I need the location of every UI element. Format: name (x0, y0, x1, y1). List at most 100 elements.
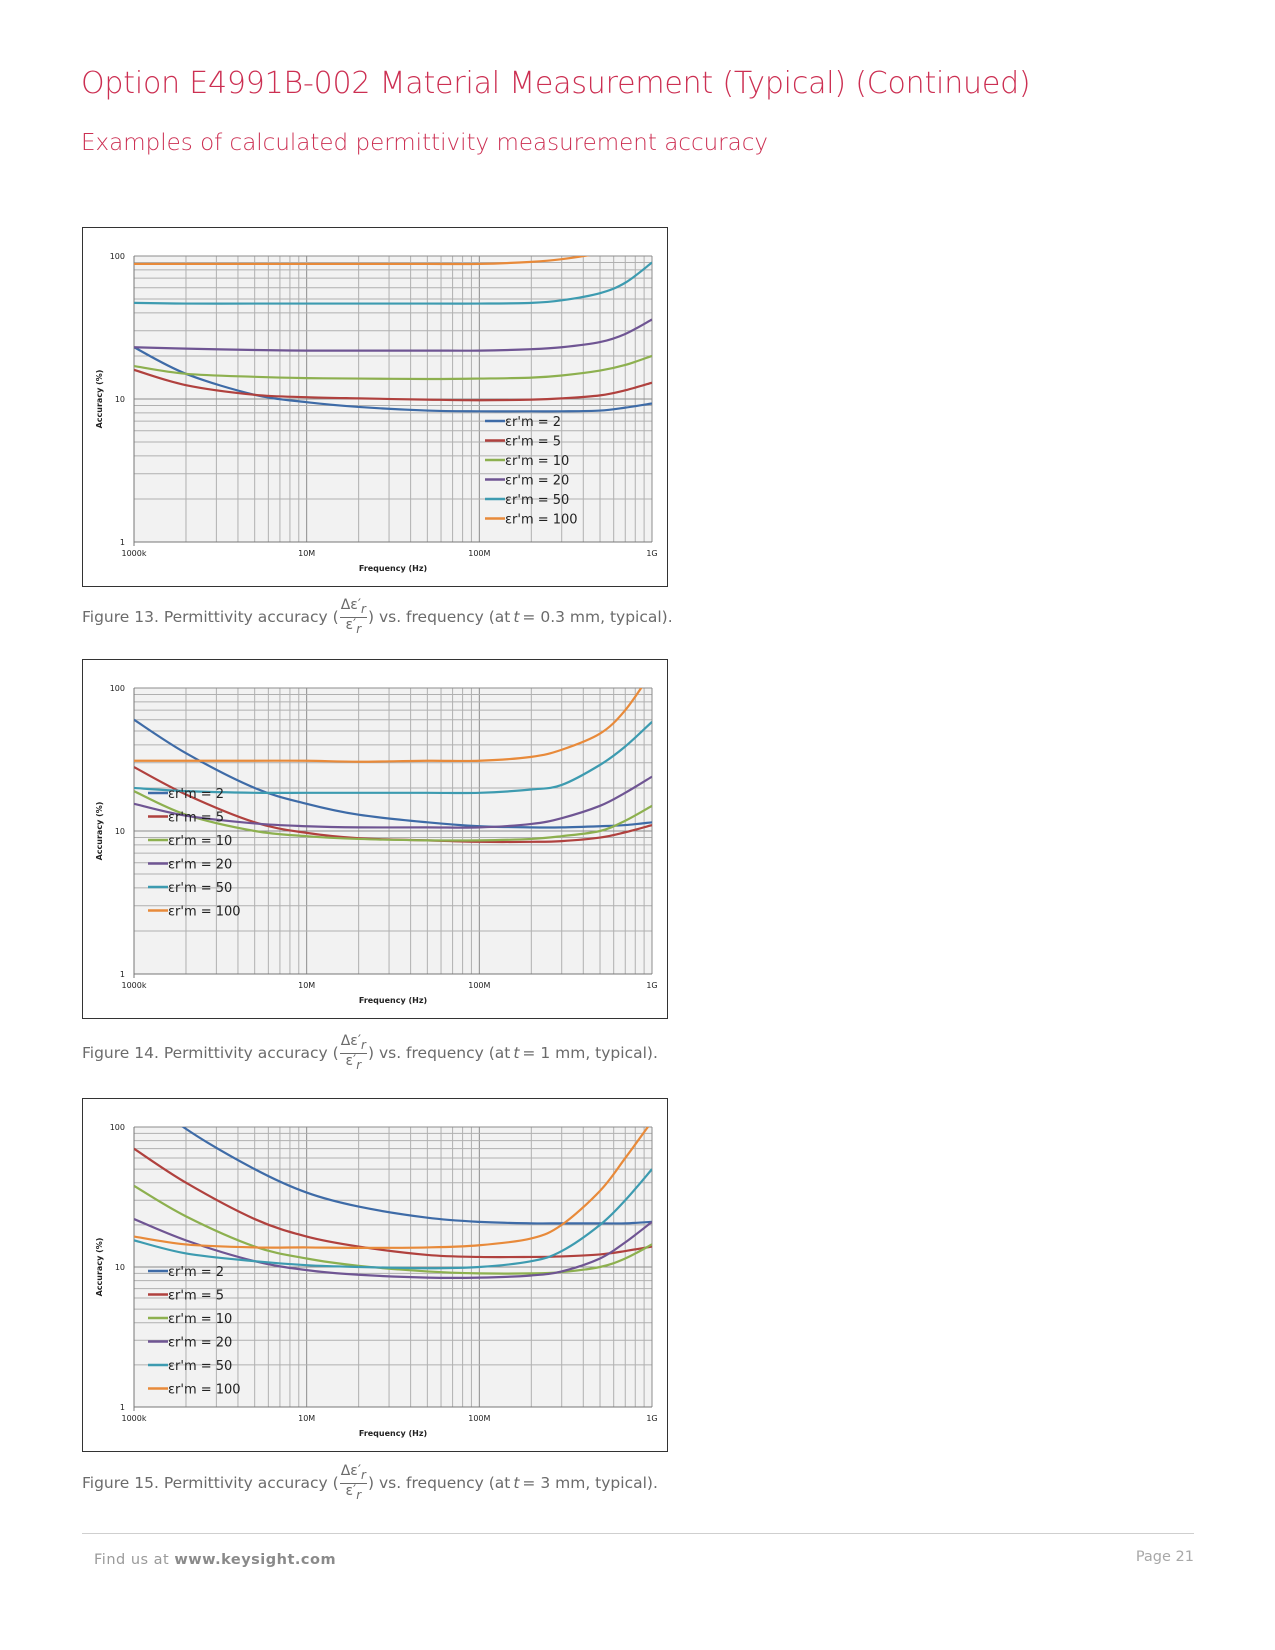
caption-var: t (513, 608, 520, 627)
series-line-100 (134, 256, 591, 266)
caption-fraction: Δε′r ε′r (339, 1033, 367, 1073)
caption-suffix: = 0.3 mm, typical). (522, 608, 673, 627)
caption-var: t (513, 1474, 520, 1493)
x-tick-label: 1G (646, 1414, 657, 1423)
legend-label: εr'm = 20 (168, 1336, 232, 1351)
y-tick-label: 1 (120, 1403, 125, 1412)
x-tick-label: 100M (468, 1414, 490, 1423)
fraction-numerator: Δε′ (340, 1463, 362, 1479)
caption-suffix: = 1 mm, typical). (522, 1044, 658, 1063)
series-line-50 (134, 1168, 652, 1270)
fraction-denominator: ε′ (345, 1052, 357, 1069)
fraction-denominator: ε′ (345, 616, 357, 633)
y-tick-label: 1 (120, 538, 125, 547)
x-tick-label: 100M (468, 981, 490, 990)
y-tick-label: 100 (110, 1123, 125, 1132)
x-tick-label: 100M (468, 549, 490, 558)
footer-divider (82, 1533, 1194, 1534)
caption-suffix: = 3 mm, typical). (522, 1474, 658, 1493)
x-tick-label: 10M (298, 1414, 315, 1423)
series-line-2 (134, 346, 652, 413)
x-axis-label: Frequency (Hz) (359, 564, 427, 573)
footer-find-us: Find us at www.keysight.com (94, 1552, 336, 1568)
caption-fraction: Δε′r ε′r (339, 598, 367, 637)
fraction-denominator: ε′ (345, 1482, 357, 1499)
legend-label: εr'm = 100 (168, 1383, 241, 1398)
fraction-sub: r (361, 601, 366, 616)
x-tick-label: 1G (646, 549, 657, 558)
chart-svg: 1000k 10M 100M 1G 100 10 1 Frequency (Hz) Accura… (95, 1123, 658, 1438)
y-axis-label: Accuracy (%) (95, 370, 104, 429)
series-line-20 (134, 318, 652, 352)
footer-website-link[interactable]: www.keysight.com (174, 1552, 337, 1568)
y-tick-label: 10 (115, 827, 125, 836)
y-tick-label: 10 (115, 395, 125, 404)
figure-14-caption: Figure 14. Permittivity accuracy ( Δε′r ε… (82, 1034, 658, 1073)
x-axis-label: Frequency (Hz) (359, 996, 427, 1005)
legend: εr'm = 2 εr'm = 5 εr'm = 10 εr'm = 20 εr'm =… (148, 787, 241, 920)
series-line-100 (134, 688, 643, 763)
caption-var: t (513, 1044, 520, 1063)
legend-label: εr'm = 2 (168, 1265, 224, 1280)
x-tick-label: 10M (298, 549, 315, 558)
y-axis-label: Accuracy (%) (95, 802, 104, 861)
legend-label: εr'm = 50 (168, 1359, 232, 1374)
chart-svg: 1000k 10M 100M 1G 100 10 1 Frequency (Hz) Accura… (95, 252, 658, 573)
footer-find-prefix: Find us at (94, 1552, 170, 1568)
series-group (134, 1127, 652, 1280)
caption-prefix: Figure 14. Permittivity accuracy ( (82, 1044, 339, 1063)
legend-label: εr'm = 5 (168, 1289, 224, 1304)
figure-15-caption: Figure 15. Permittivity accuracy ( Δε′r ε… (82, 1464, 658, 1503)
grid (133, 687, 653, 975)
legend-label: εr'm = 5 (505, 435, 561, 450)
legend-label: εr'm = 10 (505, 454, 569, 469)
x-tick-label: 10M (298, 981, 315, 990)
legend: εr'm = 2 εr'm = 5 εr'm = 10 εr'm = 20 εr'm =… (485, 415, 578, 528)
series-line-100 (134, 1127, 650, 1249)
fraction-sub: r (356, 1057, 362, 1072)
series-group (134, 256, 652, 413)
fraction-numerator: Δε′ (340, 1033, 362, 1049)
series-group (134, 688, 652, 844)
x-axis-label: Frequency (Hz) (359, 1429, 427, 1438)
fraction-sub: r (361, 1467, 366, 1482)
x-tick-label: 1000k (122, 549, 147, 558)
legend-label: εr'm = 20 (168, 858, 232, 873)
series-line-50 (134, 261, 652, 305)
legend-label: εr'm = 2 (168, 787, 224, 802)
fraction-sub: r (356, 621, 362, 636)
legend-label: εr'm = 20 (505, 474, 569, 489)
series-line-20 (134, 1218, 652, 1280)
legend-label: εr'm = 100 (505, 513, 578, 528)
series-line-2 (134, 718, 652, 829)
caption-prefix: Figure 13. Permittivity accuracy ( (82, 608, 339, 627)
caption-middle: ) vs. frequency (at (367, 608, 511, 627)
page-subtitle: Examples of calculated permittivity meas… (81, 130, 768, 156)
figure-15-chart: 1000k 10M 100M 1G 100 10 1 Frequency (Hz) Accura… (82, 1098, 668, 1452)
page-number: Page 21 (1135, 1549, 1194, 1565)
legend-label: εr'm = 10 (168, 834, 232, 849)
series-line-50 (134, 721, 652, 795)
series-line-5 (134, 368, 652, 402)
caption-middle: ) vs. frequency (at (367, 1474, 511, 1493)
fraction-sub: r (356, 1487, 362, 1502)
chart-svg: 1000k 10M 100M 1G 100 10 1 Frequency (Hz) Accura… (95, 684, 658, 1005)
legend-label: εr'm = 5 (168, 811, 224, 826)
series-line-10 (134, 354, 652, 381)
legend: εr'm = 2 εr'm = 5 εr'm = 10 εr'm = 20 εr'm =… (148, 1265, 241, 1398)
x-tick-label: 1G (646, 981, 657, 990)
caption-fraction: Δε′r ε′r (339, 1463, 367, 1503)
figure-13-caption: Figure 13. Permittivity accuracy ( Δε′r ε… (82, 598, 673, 637)
series-line-20 (134, 775, 652, 829)
fraction-sub: r (361, 1037, 366, 1052)
caption-middle: ) vs. frequency (at (367, 1044, 511, 1063)
legend-label: εr'm = 10 (168, 1312, 232, 1327)
legend-label: εr'm = 50 (505, 493, 569, 508)
y-tick-label: 1 (120, 970, 125, 979)
figure-14-chart: 1000k 10M 100M 1G 100 10 1 Frequency (Hz) Accura… (82, 659, 668, 1019)
series-line-10 (134, 1184, 652, 1275)
figure-13-chart: 1000k 10M 100M 1G 100 10 1 Frequency (Hz) Accura… (82, 227, 668, 587)
series-line-10 (134, 790, 652, 842)
page-title: Option E4991B-002 Material Measurement (… (81, 66, 1031, 101)
x-tick-label: 1000k (122, 1414, 147, 1423)
